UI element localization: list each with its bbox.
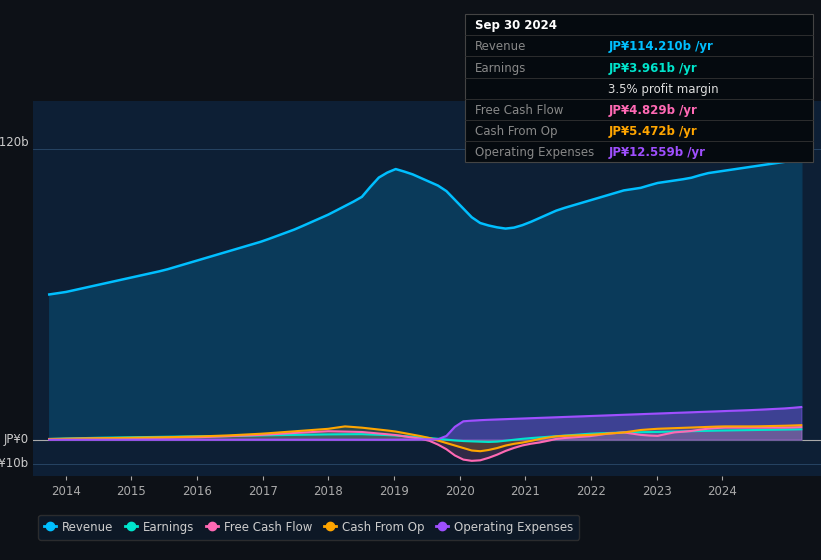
- Text: Revenue: Revenue: [475, 40, 526, 53]
- Text: 3.5% profit margin: 3.5% profit margin: [608, 83, 719, 96]
- Text: -JP¥10b: -JP¥10b: [0, 458, 29, 470]
- Text: JP¥0: JP¥0: [4, 433, 29, 446]
- Legend: Revenue, Earnings, Free Cash Flow, Cash From Op, Operating Expenses: Revenue, Earnings, Free Cash Flow, Cash …: [39, 515, 579, 539]
- Text: JP¥5.472b /yr: JP¥5.472b /yr: [608, 125, 697, 138]
- Text: JP¥12.559b /yr: JP¥12.559b /yr: [608, 146, 705, 160]
- Text: JP¥114.210b /yr: JP¥114.210b /yr: [608, 40, 713, 53]
- Text: JP¥3.961b /yr: JP¥3.961b /yr: [608, 62, 697, 74]
- Text: Operating Expenses: Operating Expenses: [475, 146, 594, 160]
- Text: JP¥4.829b /yr: JP¥4.829b /yr: [608, 104, 697, 117]
- Text: Earnings: Earnings: [475, 62, 526, 74]
- Text: Free Cash Flow: Free Cash Flow: [475, 104, 563, 117]
- Text: JP¥120b: JP¥120b: [0, 136, 29, 149]
- Text: Cash From Op: Cash From Op: [475, 125, 557, 138]
- Text: Sep 30 2024: Sep 30 2024: [475, 19, 557, 32]
